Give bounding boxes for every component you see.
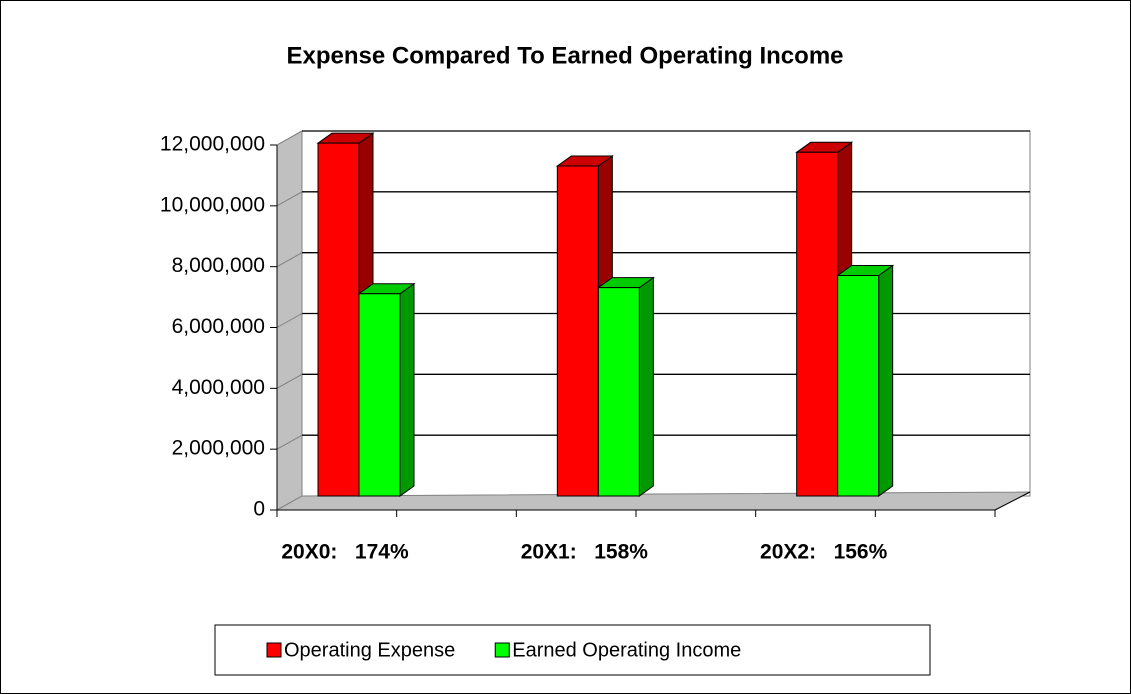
side-grid (276, 373, 303, 389)
y-tick-label: 10,000,000 (160, 193, 265, 216)
chart-title: Expense Compared To Earned Operating Inc… (286, 42, 843, 69)
bar-front (317, 142, 360, 497)
x-tick-label: 20X2: 156% (760, 541, 888, 564)
side-grid (276, 252, 303, 268)
side-grid (276, 434, 303, 450)
legend-label: Earned Operating Income (512, 639, 741, 661)
bar-front (837, 274, 880, 497)
side-grid (276, 191, 303, 207)
x-tick-label: 20X0: 174% (281, 541, 409, 564)
bar-front (556, 165, 599, 497)
legend-label: Operating Expense (284, 639, 455, 661)
bar-front (796, 151, 839, 497)
x-tick-label: 20X1: 158% (521, 541, 649, 564)
bar (596, 276, 655, 497)
y-tick-label: 12,000,000 (160, 133, 265, 156)
bar (357, 282, 416, 497)
legend-swatch (494, 642, 510, 658)
bar-front (358, 293, 401, 497)
side-grid (276, 130, 303, 146)
y-tick-label: 6,000,000 (172, 315, 265, 338)
y-tick-label: 8,000,000 (172, 254, 265, 277)
y-tick-label: 2,000,000 (172, 437, 265, 460)
floor-edge (994, 491, 1031, 511)
legend-box (214, 624, 931, 676)
bar-side (638, 276, 654, 497)
legend-swatch (266, 642, 282, 658)
bar (836, 264, 895, 497)
bar-front (597, 287, 640, 497)
side-grid (276, 313, 303, 328)
bar-side (399, 282, 415, 497)
y-tick-label: 4,000,000 (172, 376, 265, 399)
bar-side (878, 264, 894, 497)
y-tick-label: 0 (253, 498, 265, 521)
